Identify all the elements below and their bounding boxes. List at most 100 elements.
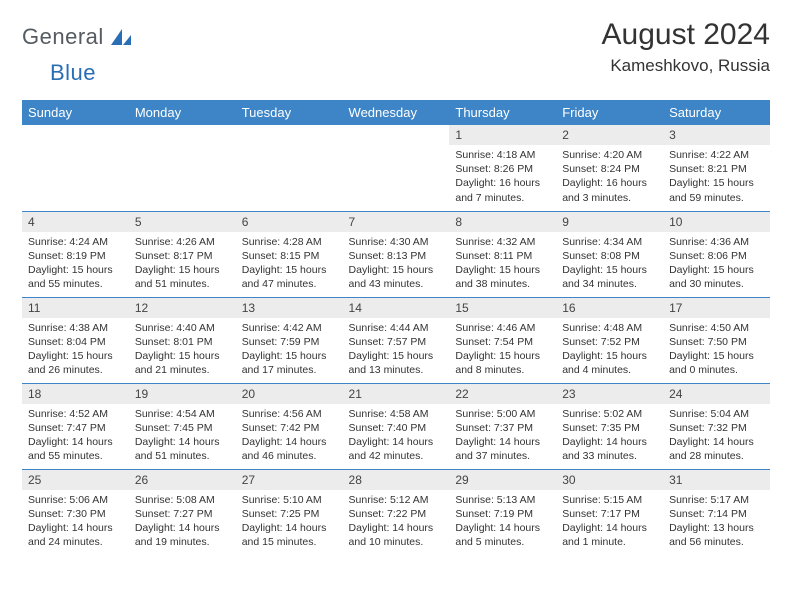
- calendar-table: Sunday Monday Tuesday Wednesday Thursday…: [22, 100, 770, 555]
- calendar-day-cell: 6Sunrise: 4:28 AMSunset: 8:15 PMDaylight…: [236, 211, 343, 297]
- calendar-day-cell: [129, 125, 236, 211]
- calendar-day-cell: 17Sunrise: 4:50 AMSunset: 7:50 PMDayligh…: [663, 297, 770, 383]
- sunset-text: Sunset: 8:01 PM: [135, 335, 230, 349]
- sunrise-text: Sunrise: 5:06 AM: [28, 493, 123, 507]
- sunset-text: Sunset: 7:30 PM: [28, 507, 123, 521]
- weekday-header-row: Sunday Monday Tuesday Wednesday Thursday…: [22, 100, 770, 125]
- calendar-day-cell: 2Sunrise: 4:20 AMSunset: 8:24 PMDaylight…: [556, 125, 663, 211]
- calendar-day-cell: 1Sunrise: 4:18 AMSunset: 8:26 PMDaylight…: [449, 125, 556, 211]
- logo-word-1: General: [22, 24, 104, 50]
- day-details: Sunrise: 4:58 AMSunset: 7:40 PMDaylight:…: [343, 404, 450, 468]
- day-details: Sunrise: 4:56 AMSunset: 7:42 PMDaylight:…: [236, 404, 343, 468]
- sunrise-text: Sunrise: 4:20 AM: [562, 148, 657, 162]
- daylight-text: Daylight: 15 hours and 47 minutes.: [242, 263, 337, 291]
- calendar-day-cell: 20Sunrise: 4:56 AMSunset: 7:42 PMDayligh…: [236, 383, 343, 469]
- daylight-text: Daylight: 16 hours and 7 minutes.: [455, 176, 550, 204]
- day-number: 16: [556, 298, 663, 318]
- sunset-text: Sunset: 8:24 PM: [562, 162, 657, 176]
- location-label: Kameshkovo, Russia: [602, 56, 770, 76]
- day-details: Sunrise: 5:13 AMSunset: 7:19 PMDaylight:…: [449, 490, 556, 554]
- sunrise-text: Sunrise: 5:08 AM: [135, 493, 230, 507]
- day-number: 12: [129, 298, 236, 318]
- weekday-header: Tuesday: [236, 100, 343, 125]
- calendar-week-row: 11Sunrise: 4:38 AMSunset: 8:04 PMDayligh…: [22, 297, 770, 383]
- calendar-day-cell: 13Sunrise: 4:42 AMSunset: 7:59 PMDayligh…: [236, 297, 343, 383]
- sunrise-text: Sunrise: 4:36 AM: [669, 235, 764, 249]
- day-details: Sunrise: 4:38 AMSunset: 8:04 PMDaylight:…: [22, 318, 129, 382]
- day-number: 22: [449, 384, 556, 404]
- daylight-text: Daylight: 15 hours and 0 minutes.: [669, 349, 764, 377]
- calendar-day-cell: 27Sunrise: 5:10 AMSunset: 7:25 PMDayligh…: [236, 469, 343, 555]
- day-details: Sunrise: 5:00 AMSunset: 7:37 PMDaylight:…: [449, 404, 556, 468]
- calendar-day-cell: 21Sunrise: 4:58 AMSunset: 7:40 PMDayligh…: [343, 383, 450, 469]
- sunset-text: Sunset: 7:32 PM: [669, 421, 764, 435]
- sunset-text: Sunset: 8:26 PM: [455, 162, 550, 176]
- day-number: 21: [343, 384, 450, 404]
- calendar-day-cell: 26Sunrise: 5:08 AMSunset: 7:27 PMDayligh…: [129, 469, 236, 555]
- daylight-text: Daylight: 15 hours and 17 minutes.: [242, 349, 337, 377]
- sunset-text: Sunset: 7:17 PM: [562, 507, 657, 521]
- daylight-text: Daylight: 15 hours and 8 minutes.: [455, 349, 550, 377]
- sunrise-text: Sunrise: 4:28 AM: [242, 235, 337, 249]
- daylight-text: Daylight: 15 hours and 59 minutes.: [669, 176, 764, 204]
- calendar-day-cell: 25Sunrise: 5:06 AMSunset: 7:30 PMDayligh…: [22, 469, 129, 555]
- daylight-text: Daylight: 16 hours and 3 minutes.: [562, 176, 657, 204]
- calendar-day-cell: 19Sunrise: 4:54 AMSunset: 7:45 PMDayligh…: [129, 383, 236, 469]
- daylight-text: Daylight: 14 hours and 24 minutes.: [28, 521, 123, 549]
- day-details: Sunrise: 5:15 AMSunset: 7:17 PMDaylight:…: [556, 490, 663, 554]
- sunset-text: Sunset: 8:13 PM: [349, 249, 444, 263]
- day-number: 3: [663, 125, 770, 145]
- sunrise-text: Sunrise: 5:00 AM: [455, 407, 550, 421]
- day-number: 5: [129, 212, 236, 232]
- logo-sail-icon: [108, 27, 134, 47]
- day-details: Sunrise: 4:48 AMSunset: 7:52 PMDaylight:…: [556, 318, 663, 382]
- day-number: 14: [343, 298, 450, 318]
- sunrise-text: Sunrise: 4:50 AM: [669, 321, 764, 335]
- calendar-day-cell: 24Sunrise: 5:04 AMSunset: 7:32 PMDayligh…: [663, 383, 770, 469]
- calendar-day-cell: 12Sunrise: 4:40 AMSunset: 8:01 PMDayligh…: [129, 297, 236, 383]
- day-details: Sunrise: 4:52 AMSunset: 7:47 PMDaylight:…: [22, 404, 129, 468]
- daylight-text: Daylight: 14 hours and 1 minute.: [562, 521, 657, 549]
- calendar-day-cell: 16Sunrise: 4:48 AMSunset: 7:52 PMDayligh…: [556, 297, 663, 383]
- weekday-header: Thursday: [449, 100, 556, 125]
- day-number: 4: [22, 212, 129, 232]
- day-number: 24: [663, 384, 770, 404]
- day-details: Sunrise: 4:54 AMSunset: 7:45 PMDaylight:…: [129, 404, 236, 468]
- day-number: 15: [449, 298, 556, 318]
- sunrise-text: Sunrise: 4:42 AM: [242, 321, 337, 335]
- daylight-text: Daylight: 14 hours and 46 minutes.: [242, 435, 337, 463]
- calendar-day-cell: 8Sunrise: 4:32 AMSunset: 8:11 PMDaylight…: [449, 211, 556, 297]
- sunset-text: Sunset: 8:17 PM: [135, 249, 230, 263]
- daylight-text: Daylight: 13 hours and 56 minutes.: [669, 521, 764, 549]
- day-details: Sunrise: 5:12 AMSunset: 7:22 PMDaylight:…: [343, 490, 450, 554]
- day-number: 30: [556, 470, 663, 490]
- day-number: 1: [449, 125, 556, 145]
- daylight-text: Daylight: 15 hours and 51 minutes.: [135, 263, 230, 291]
- day-number: 27: [236, 470, 343, 490]
- daylight-text: Daylight: 14 hours and 51 minutes.: [135, 435, 230, 463]
- weekday-header: Saturday: [663, 100, 770, 125]
- sunrise-text: Sunrise: 4:58 AM: [349, 407, 444, 421]
- sunrise-text: Sunrise: 5:12 AM: [349, 493, 444, 507]
- daylight-text: Daylight: 15 hours and 30 minutes.: [669, 263, 764, 291]
- sunset-text: Sunset: 7:52 PM: [562, 335, 657, 349]
- sunrise-text: Sunrise: 4:38 AM: [28, 321, 123, 335]
- day-number: 19: [129, 384, 236, 404]
- day-number: 18: [22, 384, 129, 404]
- calendar-day-cell: 4Sunrise: 4:24 AMSunset: 8:19 PMDaylight…: [22, 211, 129, 297]
- day-number: 9: [556, 212, 663, 232]
- sunrise-text: Sunrise: 5:17 AM: [669, 493, 764, 507]
- day-details: Sunrise: 5:06 AMSunset: 7:30 PMDaylight:…: [22, 490, 129, 554]
- daylight-text: Daylight: 14 hours and 37 minutes.: [455, 435, 550, 463]
- sunrise-text: Sunrise: 5:13 AM: [455, 493, 550, 507]
- day-number: 28: [343, 470, 450, 490]
- calendar-day-cell: 23Sunrise: 5:02 AMSunset: 7:35 PMDayligh…: [556, 383, 663, 469]
- sunset-text: Sunset: 7:19 PM: [455, 507, 550, 521]
- day-details: Sunrise: 4:24 AMSunset: 8:19 PMDaylight:…: [22, 232, 129, 296]
- sunrise-text: Sunrise: 5:15 AM: [562, 493, 657, 507]
- calendar-day-cell: 10Sunrise: 4:36 AMSunset: 8:06 PMDayligh…: [663, 211, 770, 297]
- daylight-text: Daylight: 15 hours and 55 minutes.: [28, 263, 123, 291]
- day-details: Sunrise: 4:46 AMSunset: 7:54 PMDaylight:…: [449, 318, 556, 382]
- daylight-text: Daylight: 14 hours and 42 minutes.: [349, 435, 444, 463]
- sunset-text: Sunset: 8:11 PM: [455, 249, 550, 263]
